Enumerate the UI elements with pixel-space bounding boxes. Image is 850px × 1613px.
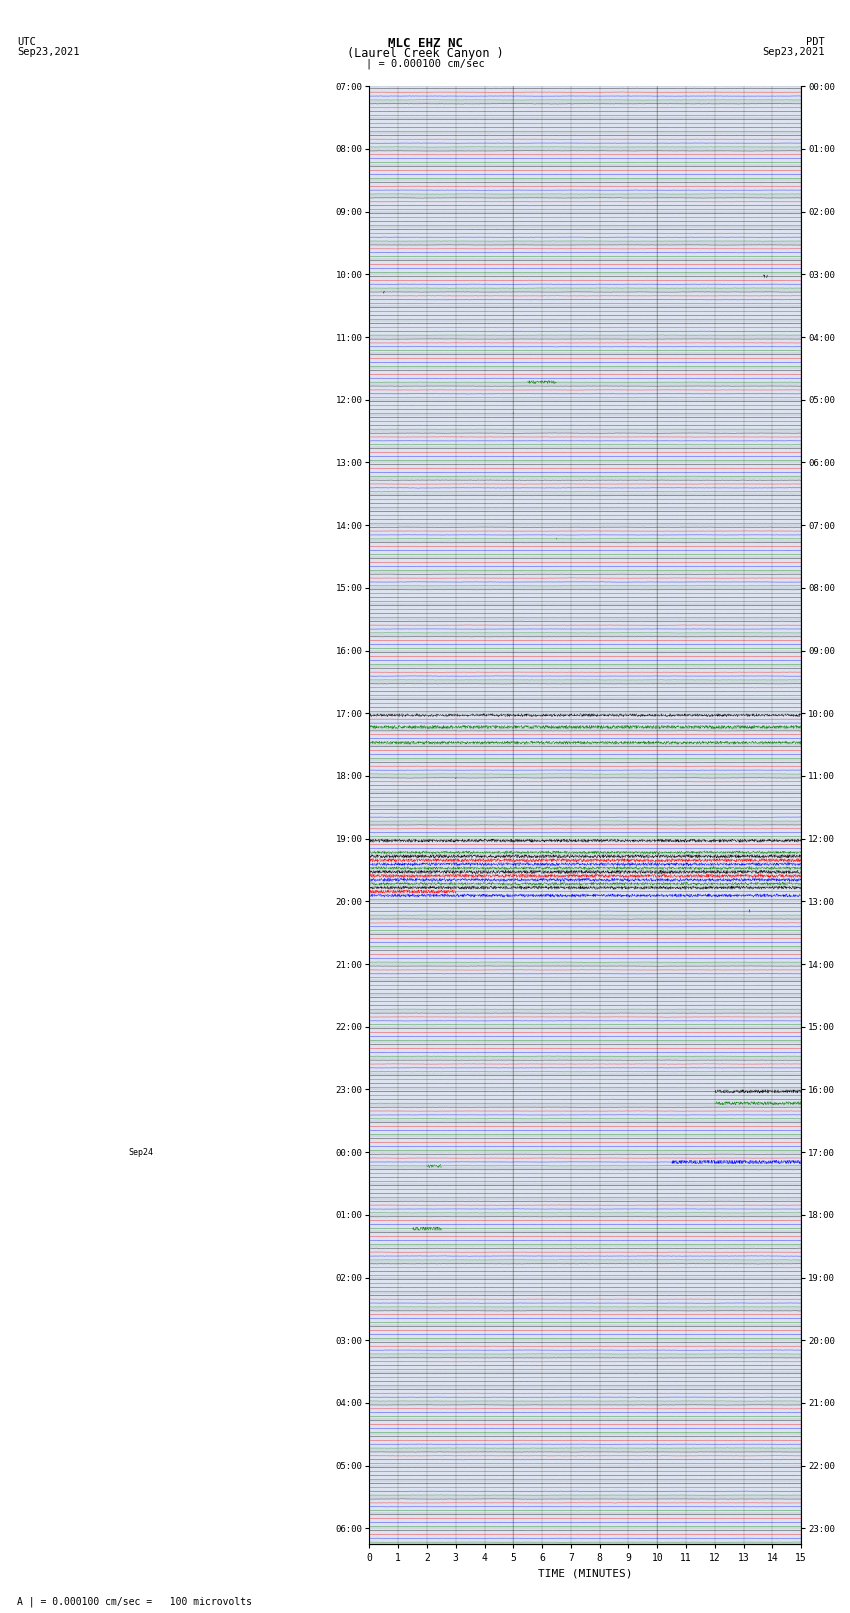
Text: A | = 0.000100 cm/sec =   100 microvolts: A | = 0.000100 cm/sec = 100 microvolts xyxy=(17,1595,252,1607)
X-axis label: TIME (MINUTES): TIME (MINUTES) xyxy=(538,1569,632,1579)
Text: Sep23,2021: Sep23,2021 xyxy=(762,47,824,56)
Text: Sep23,2021: Sep23,2021 xyxy=(17,47,80,56)
Text: | = 0.000100 cm/sec: | = 0.000100 cm/sec xyxy=(366,58,484,69)
Text: (Laurel Creek Canyon ): (Laurel Creek Canyon ) xyxy=(347,47,503,60)
Text: MLC EHZ NC: MLC EHZ NC xyxy=(388,37,462,50)
Text: Sep24: Sep24 xyxy=(128,1148,154,1157)
Text: UTC: UTC xyxy=(17,37,36,47)
Text: PDT: PDT xyxy=(806,37,824,47)
